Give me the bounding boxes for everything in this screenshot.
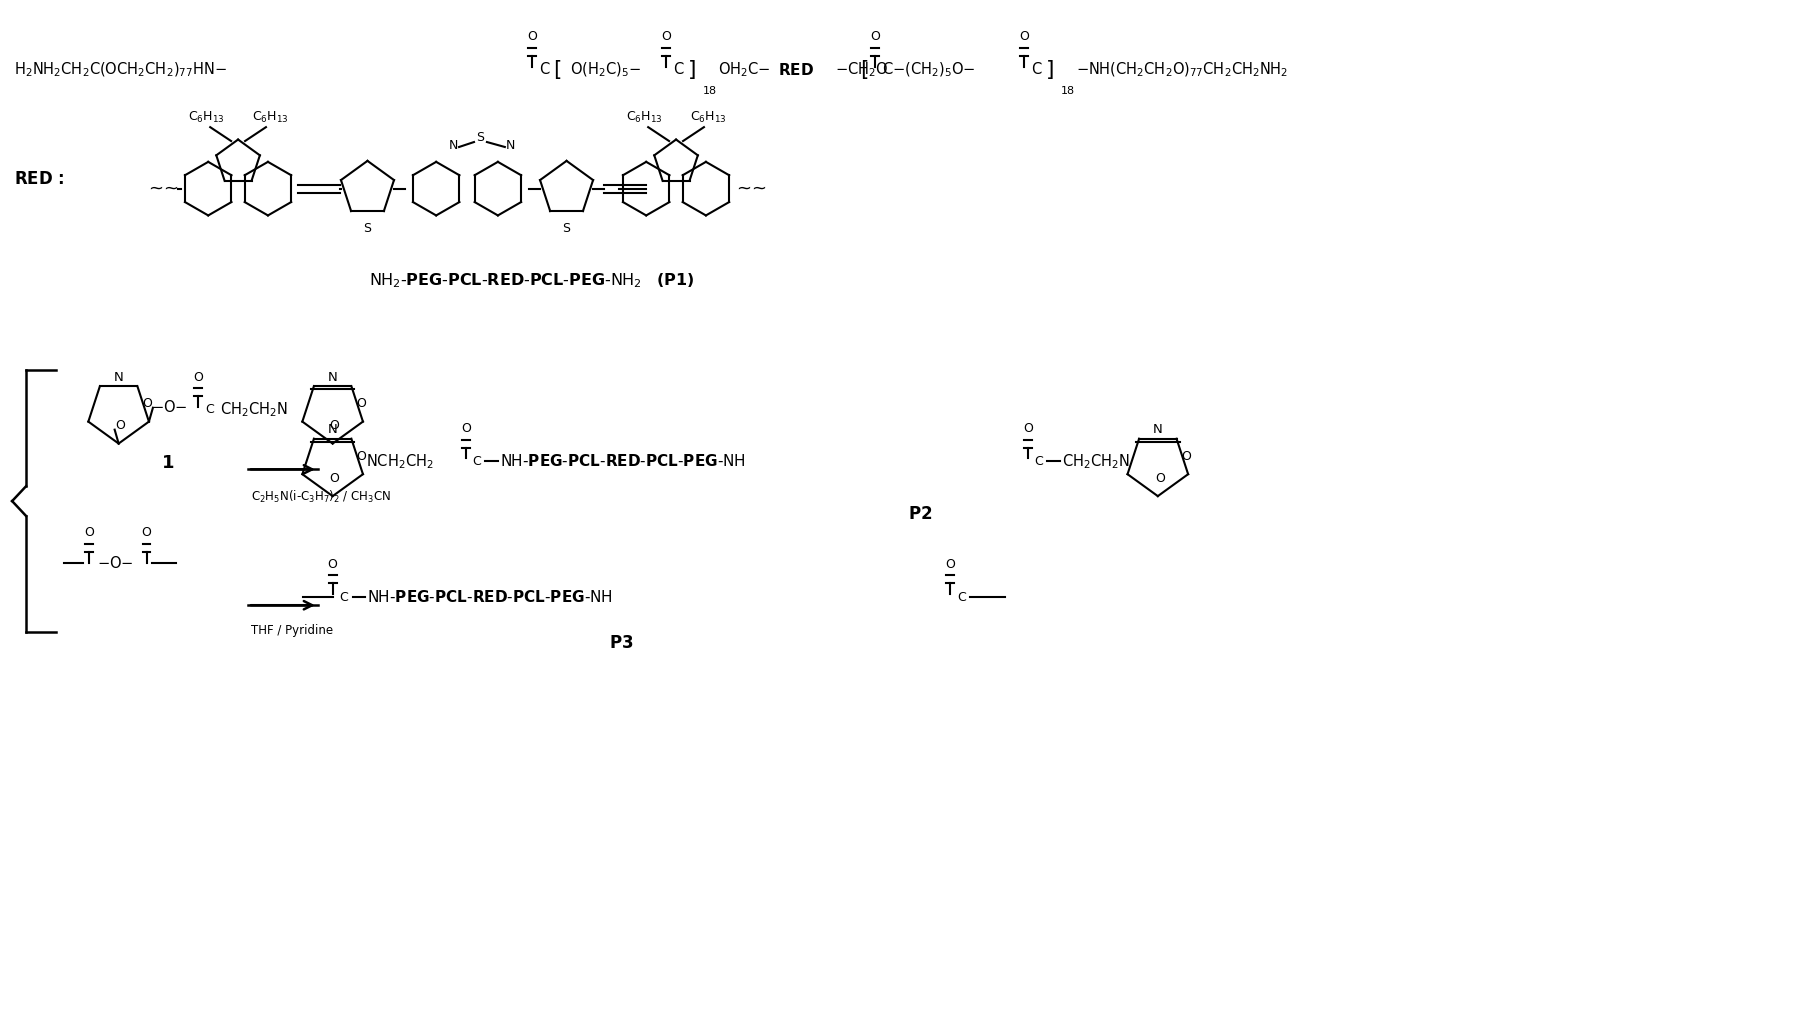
Text: C: C [673,62,684,78]
Text: C$_6$H$_{13}$: C$_6$H$_{13}$ [626,109,662,125]
Text: C: C [204,403,213,417]
Text: NH-$\mathbf{PEG}$-$\mathbf{PCL}$-$\mathbf{RED}$-$\mathbf{PCL}$-$\mathbf{PEG}$-NH: NH-$\mathbf{PEG}$-$\mathbf{PCL}$-$\mathb… [499,453,745,470]
Text: N: N [449,139,458,151]
Text: N: N [327,371,338,384]
Text: O: O [1181,450,1190,463]
Text: C: C [1031,62,1042,78]
Text: $-$CH$_2$O: $-$CH$_2$O [836,60,888,79]
Text: H$_2$NH$_2$CH$_2$C(OCH$_2$CH$_2$)$_{77}$HN$-$: H$_2$NH$_2$CH$_2$C(OCH$_2$CH$_2$)$_{77}$… [14,60,228,79]
Text: O: O [1020,31,1029,44]
Text: $-$O$-$: $-$O$-$ [152,399,188,415]
Text: N: N [1152,423,1163,436]
Text: O: O [526,31,537,44]
Text: S: S [563,222,570,235]
Text: C: C [957,591,966,603]
Text: O: O [141,397,152,410]
Text: ]: ] [1046,59,1055,80]
Text: C$_6$H$_{13}$: C$_6$H$_{13}$ [689,109,725,125]
Text: O(H$_2$C)$_5$$-$: O(H$_2$C)$_5$$-$ [570,60,640,79]
Text: $\mathbf{P3}$: $\mathbf{P3}$ [610,634,633,652]
Text: O: O [141,526,152,539]
Text: ]: ] [687,59,696,80]
Text: NH-$\mathbf{PEG}$-$\mathbf{PCL}$-$\mathbf{RED}$-$\mathbf{PCL}$-$\mathbf{PEG}$-NH: NH-$\mathbf{PEG}$-$\mathbf{PCL}$-$\mathb… [367,589,613,605]
Text: O: O [194,371,203,384]
Text: O: O [116,420,125,432]
Text: C$_6$H$_{13}$: C$_6$H$_{13}$ [251,109,288,125]
Text: C: C [472,455,481,468]
Text: 18: 18 [704,87,716,96]
Text: O: O [329,472,340,485]
Text: C: C [539,62,548,78]
Text: [: [ [861,59,868,80]
Text: 18: 18 [1062,87,1075,96]
Text: $\mathbf{RED}$: $\mathbf{RED}$ [778,61,814,78]
Text: N: N [507,139,516,151]
Text: $-$NH(CH$_2$CH$_2$O)$_{77}$CH$_2$CH$_2$NH$_2$: $-$NH(CH$_2$CH$_2$O)$_{77}$CH$_2$CH$_2$N… [1076,60,1288,79]
Text: C$_2$H$_5$N(i-C$_3$H$_7$)$_2$ / CH$_3$CN: C$_2$H$_5$N(i-C$_3$H$_7$)$_2$ / CH$_3$CN [251,489,391,505]
Text: C: C [340,591,349,603]
Text: CH$_2$CH$_2$N: CH$_2$CH$_2$N [221,400,288,420]
Text: NH$_2$-$\mathbf{PEG}$-$\mathbf{PCL}$-$\mathbf{RED}$-$\mathbf{PCL}$-$\mathbf{PEG}: NH$_2$-$\mathbf{PEG}$-$\mathbf{PCL}$-$\m… [369,272,695,290]
Text: ~: ~ [163,180,179,198]
Text: N: N [114,371,123,384]
Text: C: C [1035,455,1044,468]
Text: [: [ [554,59,563,80]
Text: O: O [356,397,365,410]
Text: C$_6$H$_{13}$: C$_6$H$_{13}$ [188,109,224,125]
Text: N: N [327,423,338,436]
Text: ~: ~ [736,180,751,198]
Text: O: O [356,450,365,463]
Text: $\mathbf{P2}$: $\mathbf{P2}$ [908,505,932,523]
Text: O: O [944,558,955,571]
Text: O: O [461,422,470,435]
Text: S: S [476,131,485,144]
Text: O: O [327,558,338,571]
Text: $-$O$-$: $-$O$-$ [96,554,134,571]
Text: THF / Pyridine: THF / Pyridine [251,624,333,636]
Text: ~: ~ [148,180,163,198]
Text: O: O [870,31,879,44]
Text: C$-$(CH$_2$)$_5$O$-$: C$-$(CH$_2$)$_5$O$-$ [883,60,975,79]
Text: O: O [329,420,340,432]
Text: O: O [83,526,94,539]
Text: NCH$_2$CH$_2$: NCH$_2$CH$_2$ [367,452,434,471]
Text: $\mathbf{RED}$ :: $\mathbf{RED}$ : [14,169,65,188]
Text: O: O [660,31,671,44]
Text: ~: ~ [751,180,765,198]
Text: O: O [1024,422,1033,435]
Text: 1: 1 [163,454,175,473]
Text: CH$_2$CH$_2$N: CH$_2$CH$_2$N [1062,452,1131,471]
Text: OH$_2$C$-$: OH$_2$C$-$ [718,60,771,79]
Text: S: S [364,222,371,235]
Text: O: O [1154,472,1165,485]
